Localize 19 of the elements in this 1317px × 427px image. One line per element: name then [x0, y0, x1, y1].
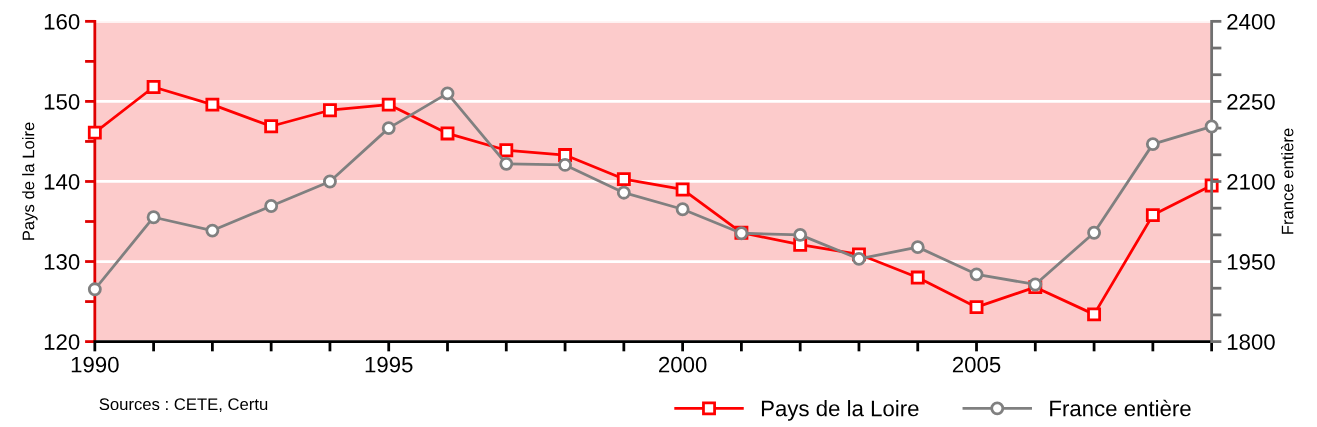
y2-tick-label: 2100	[1227, 174, 1275, 190]
legend-label: France entière	[1050, 399, 1191, 417]
y-tick-label: 120	[44, 334, 80, 350]
y2-axis-title: France entière	[1281, 128, 1294, 234]
y-tick-label: 150	[44, 93, 80, 110]
y-axis-title: Pays de la Loire	[22, 122, 38, 240]
x-tick-label: 2005	[952, 356, 1001, 373]
source-note: Sources : CETE, Certu	[99, 398, 268, 413]
y2-tick-label: 1950	[1227, 254, 1275, 270]
y-tick-label: 130	[44, 254, 80, 270]
y2-tick-label: 1800	[1227, 334, 1275, 350]
legend-label: Pays de la Loire	[761, 400, 919, 421]
x-tick-label: 1995	[365, 356, 413, 373]
y2-tick-label: 2250	[1227, 93, 1275, 110]
x-tick-label: 1990	[71, 356, 119, 373]
y2-tick-label: 2400	[1227, 13, 1275, 30]
y-tick-label: 160	[44, 13, 80, 30]
x-tick-label: 2000	[659, 356, 707, 373]
y-tick-label: 140	[44, 174, 80, 190]
